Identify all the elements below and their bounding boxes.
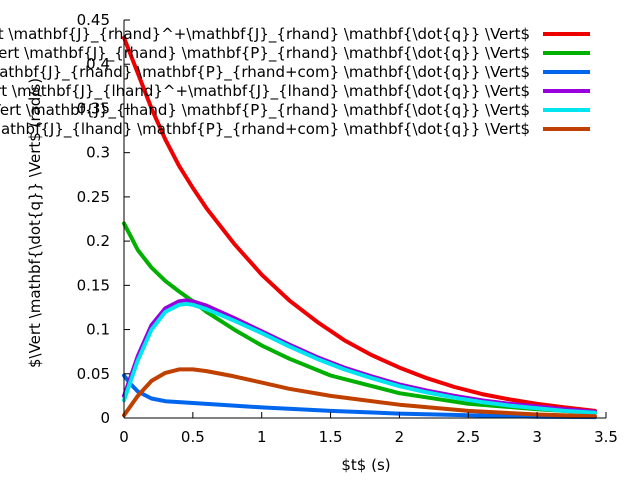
x-tick-label: 2.5 xyxy=(456,428,480,446)
y-tick-label: 0.25 xyxy=(77,188,110,206)
plot-series-group xyxy=(122,35,597,420)
x-tick-label: 3.5 xyxy=(594,428,618,446)
legend: $\Vert \mathbf{J}_{rhand}^+\mathbf{J}_{r… xyxy=(0,25,590,139)
legend-label: $\Vert \mathbf{J}_{lhand} \mathbf{P}_{rh… xyxy=(0,120,530,139)
x-tick-label: 0.5 xyxy=(181,428,205,446)
legend-label: $\Vert \mathbf{J}_{lhand}^+\mathbf{J}_{l… xyxy=(0,82,530,101)
y-tick-label: 0.35 xyxy=(77,99,110,117)
series-line-6 xyxy=(122,367,597,419)
y-tick-label: 0.4 xyxy=(86,55,110,73)
x-tick-label: 2 xyxy=(395,428,405,446)
y-axis-label: $\Vert \mathbf{\dot{q}} \Vert$ (rad/s) xyxy=(26,78,44,368)
x-axis-label: $t$ (s) xyxy=(341,456,390,474)
y-tick-label: 0.15 xyxy=(77,276,110,294)
x-tick-label: 0 xyxy=(119,428,129,446)
series-line-1 xyxy=(122,35,597,413)
x-tick-label: 3 xyxy=(532,428,542,446)
x-tick-label: 1.5 xyxy=(319,428,343,446)
legend-label: $\Vert \mathbf{J}_{rhand} \mathbf{P}_{rh… xyxy=(0,44,530,63)
series-line-5 xyxy=(122,301,597,415)
y-tick-label: 0.3 xyxy=(86,144,110,162)
axes-group: 0 0.5 1 1.5 2 2.5 3 3.5 0 0.05 0.1 0.15 0.2 0.25 0.3 0.… xyxy=(77,11,618,446)
x-tick-label: 1 xyxy=(257,428,267,446)
legend-label: $\Vert \mathbf{J}_{rhand}^+\mathbf{J}_{r… xyxy=(0,25,530,44)
y-tick-label: 0.1 xyxy=(86,321,110,339)
series-line-2 xyxy=(122,221,597,415)
series-line-4 xyxy=(122,298,597,414)
y-tick-label: 0.05 xyxy=(77,365,110,383)
y-tick-label: 0.2 xyxy=(86,232,110,250)
y-tick-label: 0 xyxy=(100,409,110,427)
legend-label: $\Vert \mathbf{J}_{rhand} \mathbf{P}_{rh… xyxy=(0,63,530,82)
y-tick-label: 0.45 xyxy=(77,11,110,29)
legend-label: $\Vert \mathbf{J}_{lhand} \mathbf{P}_{rh… xyxy=(0,101,530,120)
